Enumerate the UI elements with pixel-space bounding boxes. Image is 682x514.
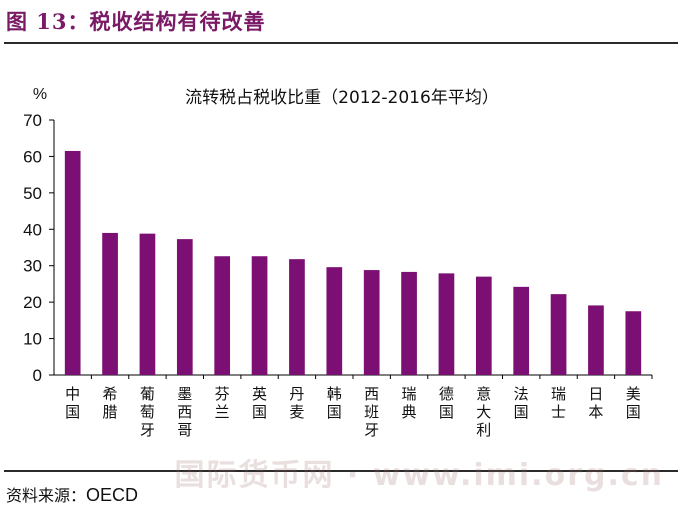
bar-10 <box>438 273 455 375</box>
x-tick-label-6: 丹麦 <box>289 385 304 421</box>
x-tick-label-14: 日本 <box>588 385 603 421</box>
y-tick-label: 30 <box>23 257 42 276</box>
bar-8 <box>363 270 380 375</box>
y-tick-label: 50 <box>23 184 42 203</box>
y-tick-label: 0 <box>33 366 42 385</box>
x-tick-label-11: 意大利 <box>476 385 491 439</box>
y-axis-unit: % <box>33 86 47 103</box>
x-tick-label-2: 葡萄牙 <box>140 385 155 439</box>
bottom-rule <box>4 470 678 472</box>
bar-9 <box>401 271 417 375</box>
bar-5 <box>251 256 268 375</box>
x-tick-label-10: 德国 <box>439 385 454 421</box>
bar-11 <box>475 276 492 375</box>
watermark: 国际货币网 · www.imi.org.cn <box>174 458 664 493</box>
y-tick-label: 70 <box>23 111 42 130</box>
bar-1 <box>102 232 118 375</box>
top-rule <box>4 42 678 44</box>
bar-12 <box>513 286 530 375</box>
source-note: 资料来源：OECD <box>6 482 138 506</box>
x-tick-label-12: 法国 <box>514 385 529 421</box>
y-tick-label: 40 <box>23 220 42 239</box>
bar-15 <box>625 311 642 375</box>
y-tick-label: 20 <box>23 293 42 312</box>
bar-3 <box>176 239 193 375</box>
y-tick-label: 10 <box>23 330 42 349</box>
x-tick-label-7: 韩国 <box>327 385 342 421</box>
source-value: OECD <box>86 485 139 505</box>
x-tick-label-3: 墨西哥 <box>177 385 192 439</box>
bar-6 <box>289 259 305 375</box>
chart-title: 流转税占税收比重（2012-2016年平均） <box>185 88 499 108</box>
x-tick-label-5: 英国 <box>252 385 267 421</box>
bar-7 <box>326 267 343 375</box>
x-tick-label-13: 瑞士 <box>551 385 566 421</box>
figure-header: 图 13：税收结构有待改善 <box>0 0 682 42</box>
source-label: 资料来源： <box>6 486 87 505</box>
x-tick-label-0: 中国 <box>65 385 80 421</box>
x-tick-label-15: 美国 <box>626 385 641 421</box>
x-tick-label-9: 瑞典 <box>402 385 417 421</box>
y-tick-label: 60 <box>23 147 42 166</box>
x-tick-label-8: 西班牙 <box>364 385 379 439</box>
bar-2 <box>139 233 156 375</box>
bar-0 <box>64 150 81 375</box>
x-tick-label-1: 希腊 <box>103 385 118 421</box>
x-tick-label-4: 芬兰 <box>215 385 230 421</box>
bar-chart: 流转税占税收比重（2012-2016年平均）% 0 10 20 30 40 50 60 70 中国… <box>23 86 653 439</box>
bar-4 <box>214 256 231 375</box>
bar-14 <box>588 305 604 375</box>
bar-13 <box>550 294 567 375</box>
figure-title: 图 13：税收结构有待改善 <box>6 9 266 34</box>
